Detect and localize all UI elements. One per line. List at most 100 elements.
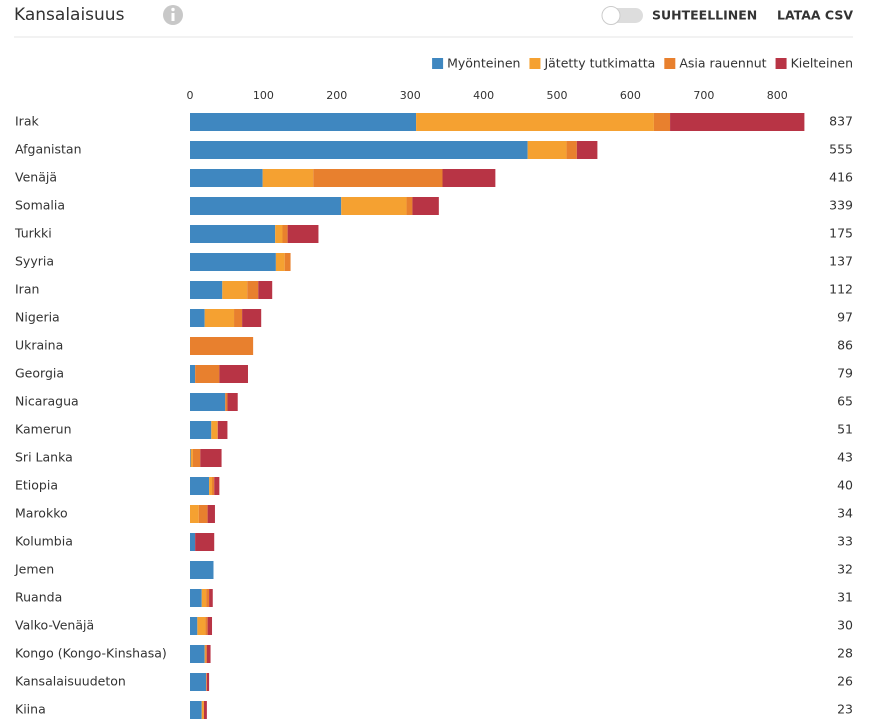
bar-segment [406, 197, 413, 215]
total-label: 43 [837, 450, 853, 465]
y-tick-label: Ruanda [15, 590, 62, 605]
bar-segment [190, 645, 205, 663]
y-tick-label: Jemen [14, 562, 54, 577]
total-label: 51 [837, 422, 853, 437]
bar-segment [190, 253, 276, 271]
bar-segment [204, 645, 206, 663]
y-tick-label: Afganistan [15, 142, 82, 157]
bar-segment [190, 673, 207, 691]
bar-segment [416, 113, 654, 131]
y-tick-label: Georgia [15, 366, 64, 381]
legend-swatch [664, 58, 676, 69]
total-label: 33 [837, 534, 853, 549]
bar-segment [190, 113, 417, 131]
bar-segment [217, 421, 228, 439]
bar-segment [209, 477, 213, 495]
bar-segment [190, 141, 528, 159]
total-label: 837 [829, 114, 853, 129]
chart-title: Kansalaisuus [14, 5, 125, 25]
legend-swatch [775, 58, 787, 69]
bar-segment [204, 309, 235, 327]
total-label: 137 [829, 254, 853, 269]
y-tick-label: Turkki [14, 226, 52, 241]
bar-segment [190, 617, 198, 635]
info-icon[interactable] [163, 5, 183, 25]
total-label: 31 [837, 590, 853, 605]
y-tick-label: Kiina [15, 702, 46, 717]
bar-segment [442, 169, 496, 187]
bar-segment [227, 393, 238, 411]
total-label: 34 [837, 506, 853, 521]
bar-segment [200, 449, 222, 467]
bar-segment [190, 281, 223, 299]
y-tick-label: Kolumbia [15, 534, 73, 549]
bar-segment [234, 309, 243, 327]
x-tick-label: 300 [400, 89, 421, 102]
bar-segment [282, 225, 288, 243]
total-label: 175 [829, 226, 853, 241]
y-tick-label: Venäjä [15, 170, 57, 185]
bar-segment [247, 281, 259, 299]
bar-segment [258, 281, 273, 299]
bar-segment [217, 421, 218, 439]
total-label: 112 [829, 282, 853, 297]
x-tick-label: 800 [767, 89, 788, 102]
legend-label: Jätetty tutkimatta [543, 56, 655, 71]
bar-segment [242, 309, 262, 327]
bar-segment [207, 505, 215, 523]
y-tick-label: Somalia [15, 198, 65, 213]
bar-segment [203, 701, 207, 719]
total-label: 23 [837, 702, 853, 717]
y-tick-label: Kongo (Kongo-Kinshasa) [15, 646, 167, 661]
total-label: 416 [829, 170, 853, 185]
bar-segment [527, 141, 567, 159]
toggle[interactable] [601, 6, 643, 25]
y-tick-label: Valko-Venäjä [15, 618, 94, 633]
bar-segment [195, 365, 220, 383]
x-tick-label: 700 [693, 89, 714, 102]
bar-segment [670, 113, 805, 131]
total-label: 86 [837, 338, 853, 353]
y-tick-label: Sri Lanka [15, 450, 73, 465]
x-tick-label: 400 [473, 89, 494, 102]
bar-segment [275, 253, 285, 271]
bar-segment [190, 393, 226, 411]
bar-segment [275, 225, 283, 243]
bar-segment [219, 365, 248, 383]
y-tick-label: Kansalaisuudeton [15, 674, 126, 689]
bar-segment [190, 197, 342, 215]
bar-segment [212, 477, 215, 495]
bar-segment [192, 449, 201, 467]
legend-label: Asia rauennut [679, 56, 766, 71]
bar-segment [201, 701, 204, 719]
bar-segment [412, 197, 439, 215]
total-label: 97 [837, 310, 853, 325]
bar-segment [190, 505, 199, 523]
bar-segment [653, 113, 671, 131]
bar-segment [190, 365, 196, 383]
total-label: 79 [837, 366, 853, 381]
y-tick-label: Marokko [15, 506, 68, 521]
y-tick-label: Nigeria [15, 310, 60, 325]
total-label: 30 [837, 618, 853, 633]
bar-segment [198, 505, 208, 523]
x-tick-label: 200 [326, 89, 347, 102]
bar-segment [190, 225, 276, 243]
x-tick-label: 500 [547, 89, 568, 102]
bar-segment [211, 421, 218, 439]
bar-segment [190, 533, 196, 551]
x-tick-label: 0 [187, 89, 194, 102]
total-label: 555 [829, 142, 853, 157]
bar-segment [190, 449, 193, 467]
legend-label: Myönteinen [447, 56, 520, 71]
y-tick-label: Ukraina [15, 338, 63, 353]
total-label: 28 [837, 646, 853, 661]
bar-segment [225, 393, 228, 411]
download-link[interactable]: LATAA CSV [777, 8, 853, 23]
bar-segment [190, 449, 191, 467]
bar-segment [209, 589, 213, 607]
toggle-label[interactable]: SUHTEELLINEN [652, 8, 757, 23]
legend-swatch [529, 58, 541, 69]
bar-segment [207, 617, 213, 635]
